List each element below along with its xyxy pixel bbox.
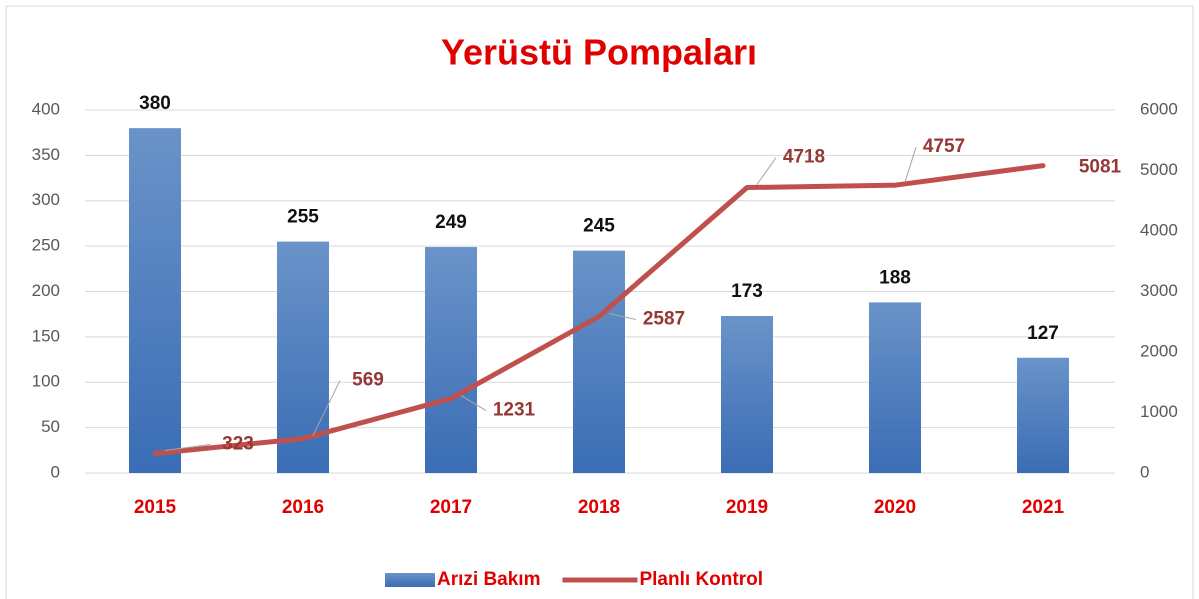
y-tick-label: 0 [51, 462, 60, 481]
x-tick-label: 2016 [282, 497, 324, 518]
y-tick-label: 400 [32, 99, 60, 118]
x-tick-label: 2020 [874, 497, 916, 518]
leader-line [904, 147, 917, 183]
bar-value-label: 249 [435, 212, 467, 233]
legend-label: Planlı Kontrol [639, 569, 763, 590]
y2-tick-label: 2000 [1140, 341, 1178, 360]
leader-line [608, 312, 637, 320]
y2-tick-label: 1000 [1140, 402, 1178, 421]
bar [129, 128, 181, 473]
line-value-label: 2587 [643, 309, 685, 330]
bar-value-label: 173 [731, 281, 763, 302]
y2-tick-label: 6000 [1140, 99, 1178, 118]
line-value-label: 4718 [783, 147, 825, 168]
leader-line [312, 380, 341, 436]
y2-tick-label: 0 [1140, 462, 1149, 481]
bar-value-label: 245 [583, 216, 615, 237]
leader-line [164, 443, 211, 451]
bar [721, 316, 773, 473]
y2-tick-label: 4000 [1140, 220, 1178, 239]
y-tick-label: 250 [32, 236, 60, 255]
leader-line [756, 157, 777, 185]
y-tick-label: 100 [32, 372, 60, 391]
chart-title: Yerüstü Pompaları [441, 32, 757, 73]
line-value-label: 5081 [1079, 157, 1122, 178]
bar [1017, 357, 1069, 473]
bar-value-label: 127 [1027, 323, 1059, 344]
y2-tick-label: 3000 [1140, 281, 1178, 300]
leader-line [460, 395, 487, 411]
line [152, 163, 1046, 456]
y-tick-label: 150 [32, 326, 60, 345]
y2-tick-label: 5000 [1140, 160, 1178, 179]
bar [425, 247, 477, 473]
line-value-label: 323 [222, 433, 254, 454]
y-tick-label: 50 [41, 417, 60, 436]
bar-value-label: 255 [287, 207, 319, 228]
line-value-label: 1231 [493, 400, 536, 421]
bar-value-label: 380 [139, 93, 171, 114]
x-tick-label: 2018 [578, 497, 620, 518]
x-tick-label: 2015 [134, 497, 177, 518]
y-tick-label: 300 [32, 190, 60, 209]
x-tick-label: 2017 [430, 497, 472, 518]
line-value-label: 4757 [923, 136, 965, 157]
x-tick-label: 2021 [1022, 497, 1065, 518]
y-tick-label: 200 [32, 281, 60, 300]
legend-swatch [385, 573, 435, 587]
legend-label: Arızi Bakım [437, 569, 540, 590]
y-tick-label: 350 [32, 145, 60, 164]
bar [573, 250, 625, 473]
bar [869, 302, 921, 473]
x-tick-label: 2019 [726, 497, 768, 518]
bar-value-label: 188 [879, 267, 911, 288]
line-value-label: 569 [352, 370, 384, 391]
